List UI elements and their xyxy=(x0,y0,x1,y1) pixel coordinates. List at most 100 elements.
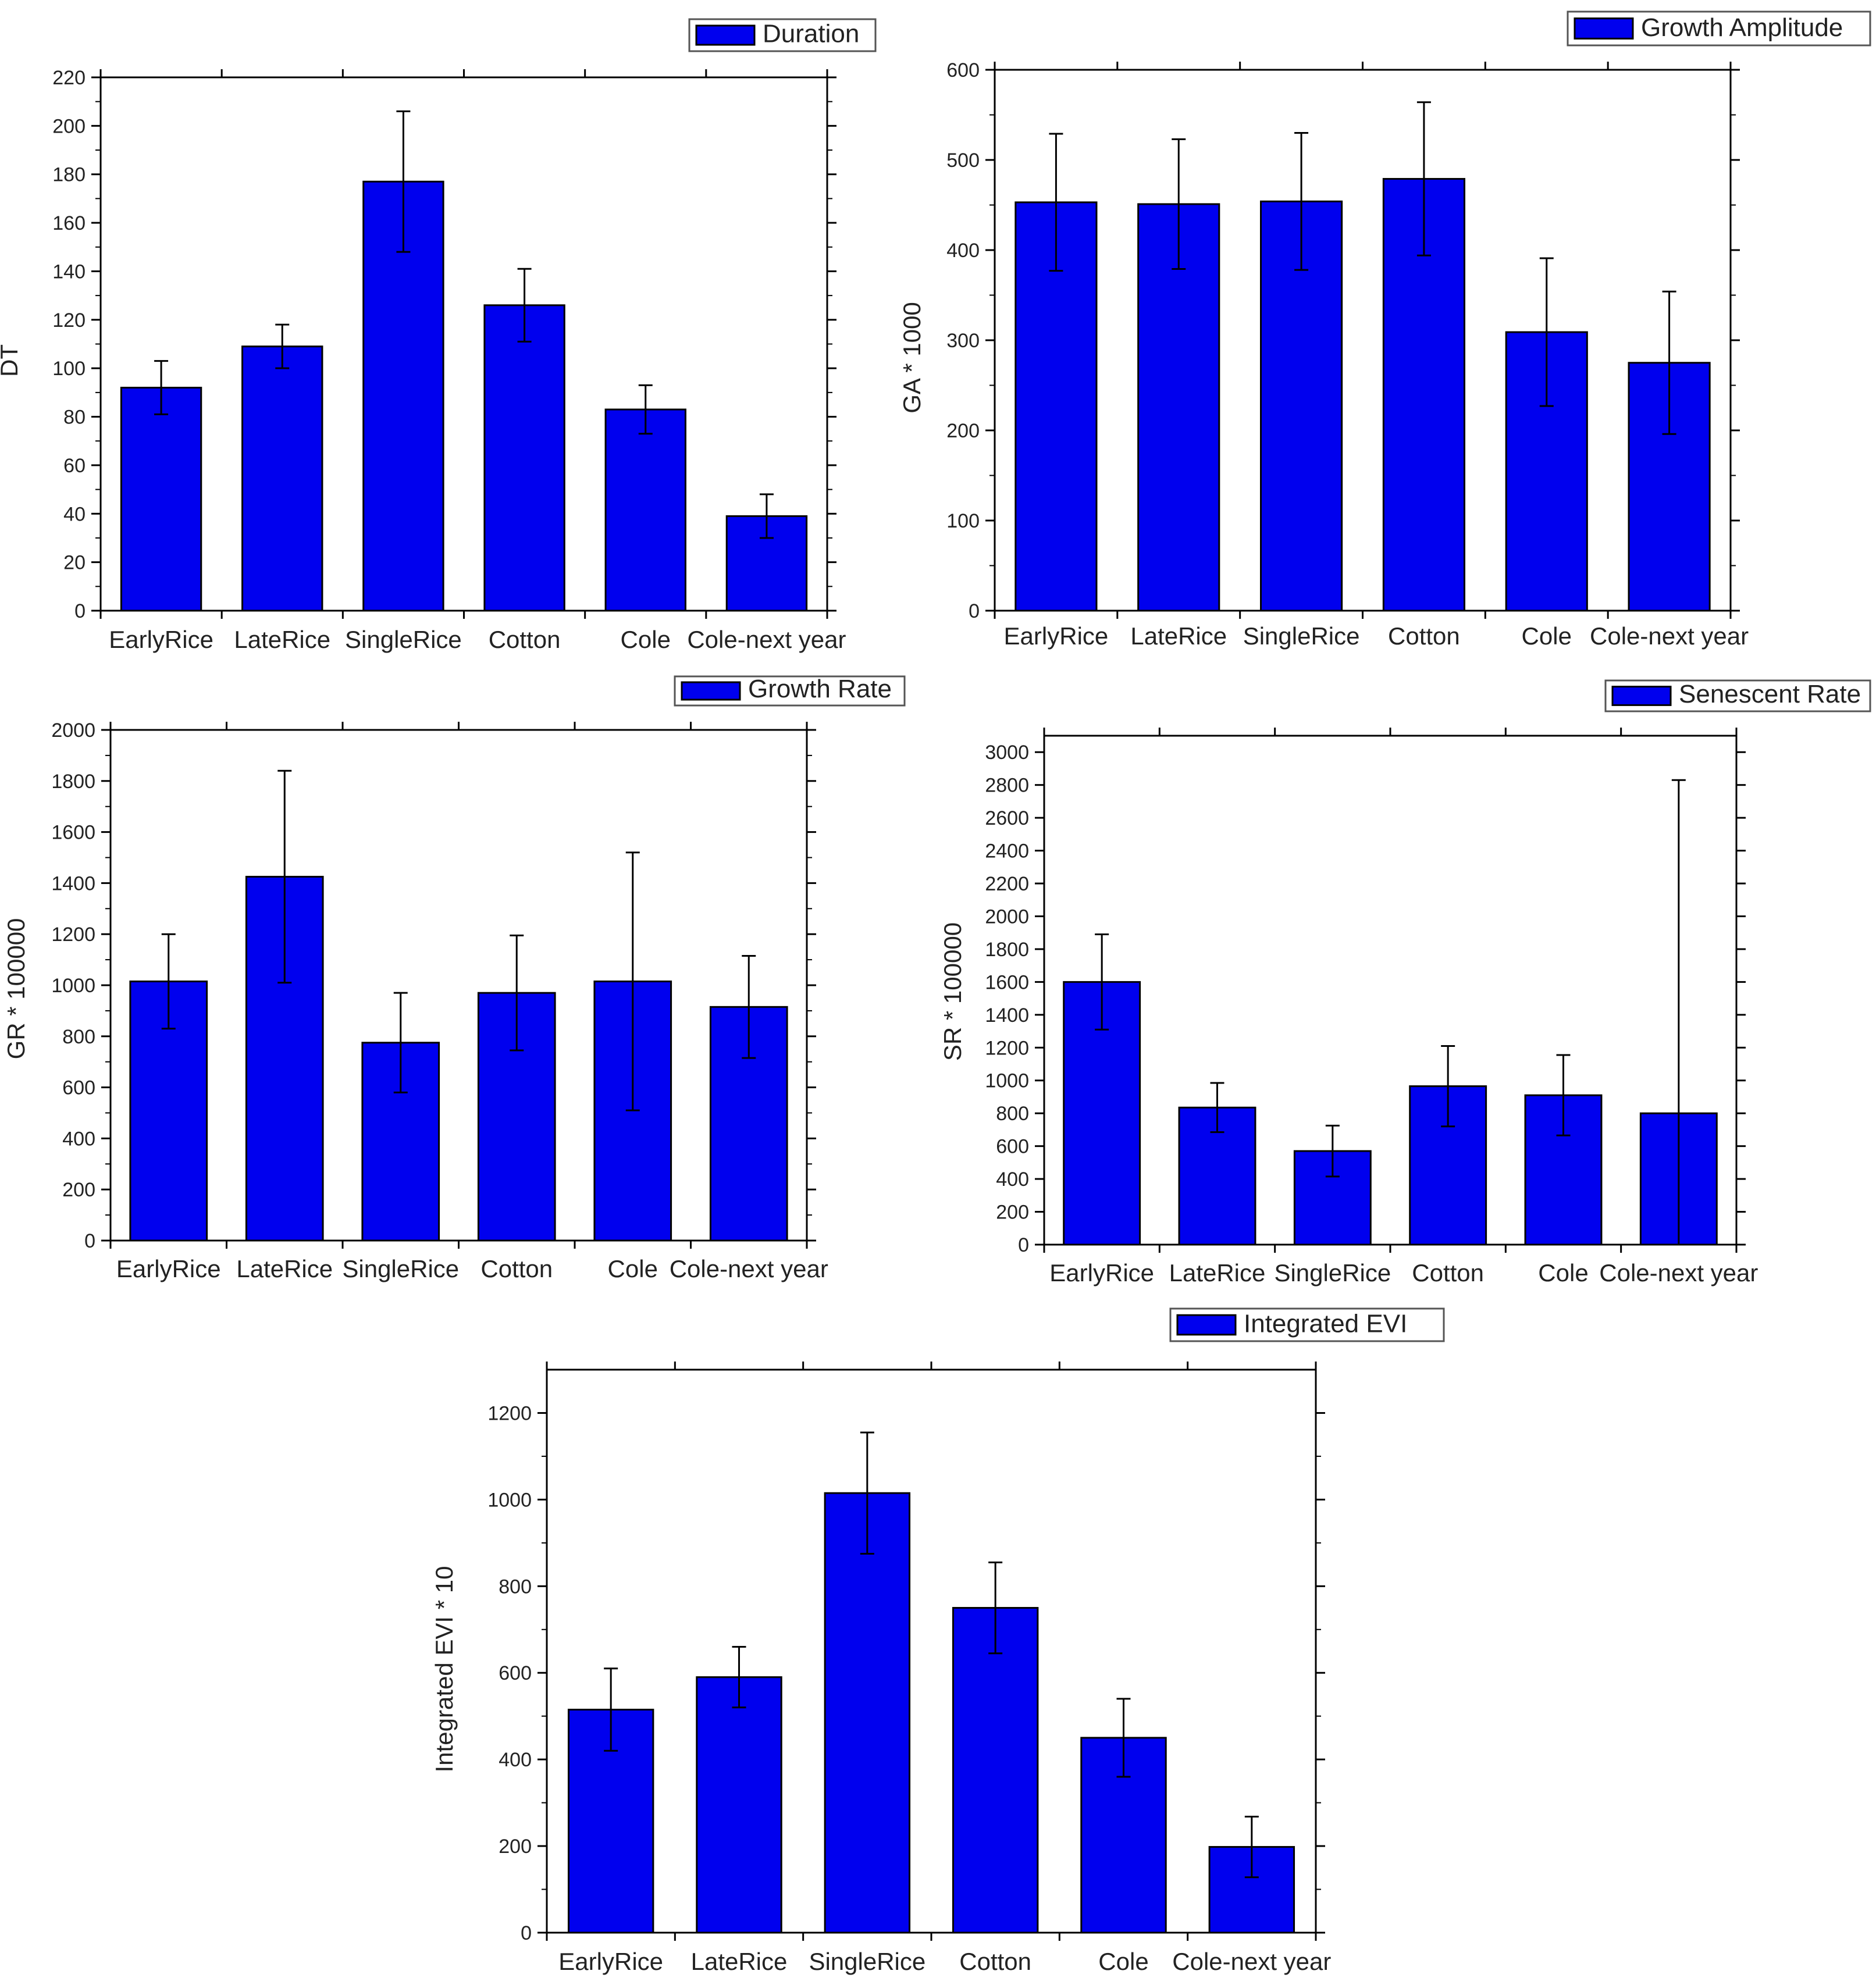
chart1-legend-label: Duration xyxy=(763,20,859,48)
chart2-category-label: Cole xyxy=(1522,622,1572,650)
chart5-integrated_evi: 0 200 400 600 800 1000 1200 EarlyRice LateRice Si… xyxy=(430,1307,1445,1975)
chart1-category-label: Cotton xyxy=(489,626,561,653)
chart5-category-label: Cole xyxy=(1098,1948,1148,1975)
chart3-category-label: SingleRice xyxy=(342,1255,459,1282)
chart1-bar xyxy=(241,345,323,612)
chart3-plot-frame xyxy=(109,729,808,1242)
chart3-y-tick-label: 200 xyxy=(62,1179,95,1201)
chart1-category-label: Cole xyxy=(621,626,671,653)
chart2-category-label: Cotton xyxy=(1388,622,1460,650)
chart1-y-tick-label: 220 xyxy=(52,67,86,89)
chart1-y-axis-title: DT xyxy=(0,344,23,377)
chart1-bar xyxy=(120,387,202,612)
chart5-legend-label: Integrated EVI xyxy=(1244,1309,1407,1338)
chart2-y-tick-label: 300 xyxy=(946,330,980,352)
chart3-y-tick-label: 1200 xyxy=(51,924,95,946)
chart4-senescent_rate: 0 200 400 600 800 1000 1200 1400 1600 1800 2000 220… xyxy=(939,679,1871,1286)
chart5-bar xyxy=(696,1676,782,1934)
chart2-y-tick-label: 0 xyxy=(969,600,980,622)
chart2-y-axis-title: GA * 1000 xyxy=(898,302,925,413)
chart3-category-label: Cole xyxy=(608,1255,658,1282)
chart1-y-tick-label: 0 xyxy=(74,600,86,622)
chart5-category-label: Cotton xyxy=(959,1948,1031,1975)
chart5-category-label: EarlyRice xyxy=(558,1948,663,1975)
chart3-y-tick-label: 400 xyxy=(62,1128,95,1150)
chart3-legend: Growth Rate xyxy=(674,675,906,707)
chart3-y-tick-label: 1000 xyxy=(51,975,95,997)
chart3-y-tick-label: 1600 xyxy=(51,822,95,844)
chart2-category-label: Cole-next year xyxy=(1590,622,1749,650)
chart5-category-label: LateRice xyxy=(691,1948,788,1975)
chart3-y-tick-label: 1800 xyxy=(51,771,95,793)
chart2-y-tick-label: 400 xyxy=(946,240,980,262)
chart1-legend: Duration xyxy=(688,18,877,52)
chart5-bar xyxy=(952,1607,1039,1934)
chart4-y-tick-label: 800 xyxy=(996,1103,1029,1125)
chart2-legend-swatch xyxy=(1574,17,1634,40)
chart4-plot-frame xyxy=(1043,735,1738,1246)
chart1-bar xyxy=(604,408,686,612)
chart1-plot-frame xyxy=(99,76,828,612)
chart1-y-tick-label: 180 xyxy=(52,164,86,186)
chart1-y-tick-label: 20 xyxy=(63,552,86,574)
chart5-y-tick-label: 0 xyxy=(521,1922,532,1944)
chart1-y-tick-label: 200 xyxy=(52,115,86,137)
chart1-y-tick-label: 40 xyxy=(63,503,86,525)
chart1-category-label: EarlyRice xyxy=(109,626,213,653)
chart3-y-tick-label: 600 xyxy=(62,1077,95,1099)
chart1-duration: 0 20 40 60 80 100 120 140 160 180 200 220 EarlyRice L… xyxy=(0,18,877,653)
chart2-y-tick-label: 100 xyxy=(946,510,980,532)
chart4-legend-swatch xyxy=(1611,686,1672,706)
chart4-y-tick-label: 3000 xyxy=(985,742,1029,764)
chart5-category-label: Cole-next year xyxy=(1172,1948,1331,1975)
chart1-y-tick-label: 120 xyxy=(52,309,86,332)
chart5-y-tick-label: 800 xyxy=(499,1576,532,1598)
chart5-y-tick-label: 600 xyxy=(499,1662,532,1684)
chart3-y-tick-label: 2000 xyxy=(51,719,95,742)
chart2-y-tick-label: 600 xyxy=(946,59,980,81)
chart5-bar xyxy=(824,1492,911,1934)
chart2-category-label: SingleRice xyxy=(1243,622,1360,650)
chart3-y-tick-label: 0 xyxy=(84,1230,95,1252)
chart2-category-label: LateRice xyxy=(1130,622,1227,650)
chart4-y-tick-label: 1600 xyxy=(985,971,1029,993)
chart4-y-tick-label: 1200 xyxy=(985,1037,1029,1059)
chart4-y-tick-label: 2400 xyxy=(985,840,1029,863)
chart4-y-tick-label: 2200 xyxy=(985,873,1029,895)
chart4-y-axis-title: SR * 100000 xyxy=(939,922,966,1061)
chart1-y-tick-label: 140 xyxy=(52,261,86,283)
chart4-y-tick-label: 400 xyxy=(996,1168,1029,1191)
chart2-category-label: EarlyRice xyxy=(1004,622,1109,650)
chart1-category-label: SingleRice xyxy=(345,626,462,653)
chart2-bar xyxy=(1137,203,1220,612)
chart4-y-tick-label: 2800 xyxy=(985,775,1029,797)
chart3-category-label: Cotton xyxy=(480,1255,553,1282)
chart4-y-tick-label: 200 xyxy=(996,1202,1029,1224)
chart1-category-label: Cole-next year xyxy=(687,626,846,653)
chart5-y-tick-label: 1200 xyxy=(487,1402,532,1424)
chart3-y-tick-label: 800 xyxy=(62,1026,95,1048)
chart4-category-label: Cotton xyxy=(1412,1259,1484,1286)
chart3-y-axis-title: GR * 100000 xyxy=(2,918,30,1060)
chart4-y-tick-label: 600 xyxy=(996,1136,1029,1158)
chart1-category-label: LateRice xyxy=(234,626,330,653)
chart5-legend-swatch xyxy=(1176,1314,1237,1336)
chart2-legend-label: Growth Amplitude xyxy=(1641,13,1843,42)
chart4-y-tick-label: 1000 xyxy=(985,1070,1029,1092)
chart2-y-tick-label: 500 xyxy=(946,149,980,172)
chart4-category-label: SingleRice xyxy=(1274,1259,1391,1286)
chart4-category-label: EarlyRice xyxy=(1049,1259,1154,1286)
chart4-legend-label: Senescent Rate xyxy=(1679,680,1861,708)
chart2-legend: Growth Amplitude xyxy=(1567,10,1871,47)
chart4-y-tick-label: 2600 xyxy=(985,807,1029,829)
chart1-y-tick-label: 100 xyxy=(52,358,86,380)
chart5-y-tick-label: 200 xyxy=(499,1836,532,1858)
chart1-y-tick-label: 60 xyxy=(63,455,86,477)
chart5-category-label: SingleRice xyxy=(809,1948,925,1975)
chart1-y-tick-label: 80 xyxy=(63,407,86,429)
chart3-category-label: Cole-next year xyxy=(670,1255,828,1282)
chart4-y-tick-label: 0 xyxy=(1018,1234,1029,1256)
chart5-legend: Integrated EVI xyxy=(1169,1307,1445,1342)
chart5-plot-frame xyxy=(546,1369,1317,1934)
